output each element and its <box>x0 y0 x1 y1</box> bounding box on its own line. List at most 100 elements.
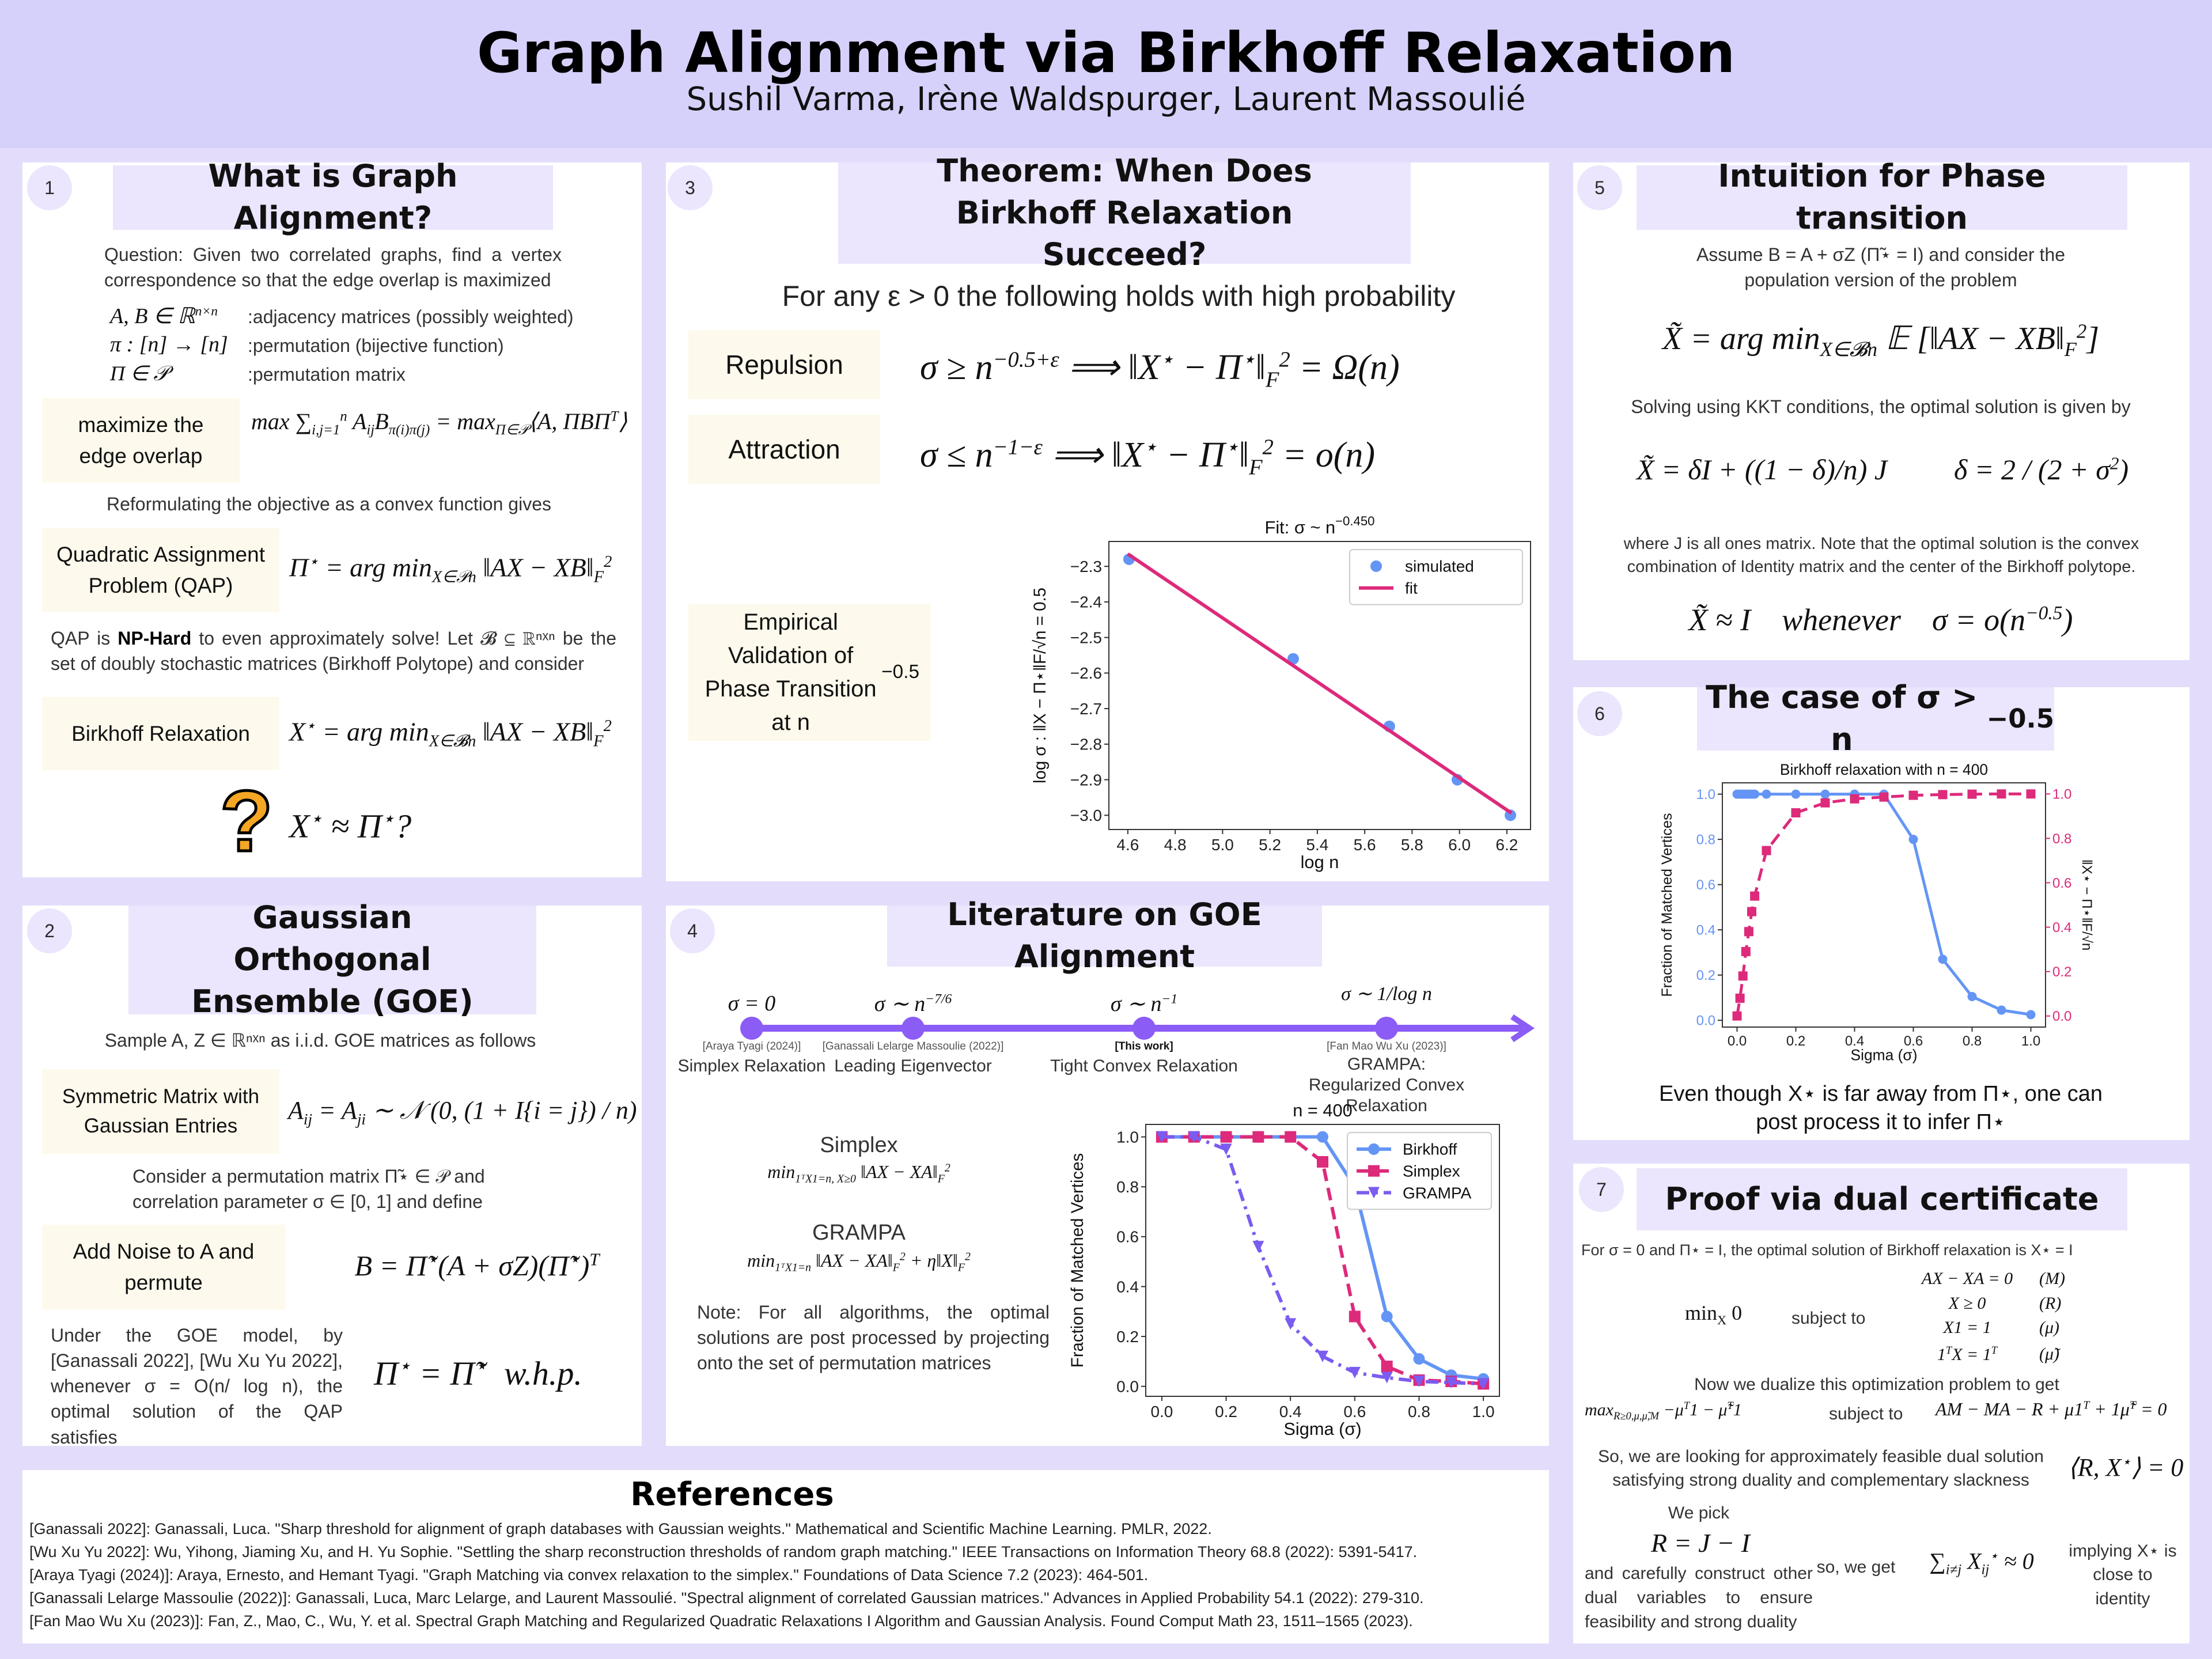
data-point <box>1317 1156 1328 1168</box>
chart-case: 0.0 0.2 0.4 0.6 0.8 1.0 0.0 0.2 0.4 0.6 0.8 1.0 0.0 0… <box>1659 761 2094 1064</box>
data-point <box>1413 1376 1425 1388</box>
constraint-var: (μ) <box>2039 1318 2060 1337</box>
constraint: X ≥ 0 <box>1948 1294 1986 1313</box>
kkt-text: Solving using KKT conditions, the optima… <box>1631 396 2131 417</box>
timeline-math: σ = 0 <box>728 991 776 1016</box>
data-point <box>1220 1131 1232 1143</box>
timeline-label: Tight Convex Relaxation <box>1050 1056 1238 1075</box>
y-axis-label: Fraction of Matched Vertices <box>1659 813 1675 997</box>
label-box-noise: Add Noise to A and permute <box>42 1225 285 1309</box>
timeline-label: Simplex Relaxation <box>677 1056 826 1075</box>
legend: Birkhoff Simplex GRAMPA <box>1347 1132 1492 1210</box>
data-point <box>1381 1310 1393 1323</box>
data-point <box>1741 946 1751 956</box>
y-tick-label: −2.5 <box>1070 628 1102 646</box>
section-title: Theorem: When Does Birkhoff Relaxation S… <box>838 153 1411 272</box>
data-point <box>1747 907 1756 916</box>
grampa-label: GRAMPA <box>812 1221 906 1245</box>
for-any-text: For any ε > 0 the following holds with h… <box>782 280 1456 312</box>
data-point <box>1368 1187 1380 1199</box>
y2-tick-label: 1.0 <box>2052 787 2071 802</box>
formula-birkhoff: X⋆ = arg minX∈𝓑n ‖AX − XB‖F2 <box>289 717 612 751</box>
x-tick-label: 6.2 <box>1495 836 1518 854</box>
series-fit <box>1127 552 1513 815</box>
series-left <box>1732 789 2036 1020</box>
section-number: 3 <box>668 165 713 210</box>
panel-references <box>22 1470 1549 1643</box>
y-tick-label: 0.6 <box>1116 1228 1139 1246</box>
formula-whenever: X̃ ≈ I whenever σ = o(n−0.5) <box>1688 603 2073 637</box>
data-point <box>1156 1131 1168 1143</box>
label-box-attraction: Attraction <box>688 415 880 484</box>
reference-item: [Ganassali 2022]: Ganassali, Luca. "Shar… <box>29 1520 1212 1537</box>
y-tick-label: 0.0 <box>1116 1377 1139 1395</box>
chart-title: n = 400 <box>1293 1100 1353 1120</box>
label-box-birkhoff: Birkhoff Relaxation <box>42 697 279 770</box>
data-point <box>1381 1372 1393 1384</box>
constraint: AX − XA = 0 <box>1921 1269 2013 1288</box>
data-point <box>1820 789 1830 799</box>
legend-box <box>1347 1132 1492 1210</box>
formula-qap: Π⋆ = arg minX∈𝒫n ‖AX − XB‖F2 <box>289 552 612 586</box>
def-math: Π ∈ 𝒫 <box>110 362 169 385</box>
panel-proof <box>1573 1164 2190 1643</box>
data-point <box>1938 955 1948 964</box>
data-point <box>1738 971 1748 981</box>
simplex-label: Simplex <box>820 1133 898 1157</box>
references-list: [Ganassali 2022]: Ganassali, Luca. "Shar… <box>29 1517 1424 1633</box>
y-tick-label: 0.8 <box>1116 1178 1139 1196</box>
formula-repulsion: σ ≥ n−0.5+ε ⟹ ‖X⋆ − Π⋆‖F2 = Ω(n) <box>920 347 1400 392</box>
timeline-ref: [This work] <box>1115 1040 1173 1052</box>
x-tick-label: 5.2 <box>1259 836 1281 854</box>
section-number: 5 <box>1577 165 1622 210</box>
looking-text: So, we are looking for approximately fea… <box>1598 1447 2044 1490</box>
data-point <box>1285 1131 1297 1143</box>
case-caption: Even though X⋆ is far away from Π⋆, one … <box>1659 1082 2103 1135</box>
reference-item: [Fan Mao Wu Xu (2023)]: Fan, Z., Mao, C.… <box>29 1612 1413 1630</box>
dual-equation: AM − MA − R + μ1T + 1μ̃T = 0 <box>1936 1399 2167 1419</box>
data-point <box>1252 1241 1264 1253</box>
data-point <box>1285 1318 1297 1330</box>
x-tick-label: 4.6 <box>1116 836 1139 854</box>
data-point <box>1750 891 1760 901</box>
timeline-ref: [Ganassali Lelarge Massoulie (2022)] <box>822 1040 1004 1052</box>
data-point <box>1791 808 1801 818</box>
x-tick-label: 0.2 <box>1215 1403 1237 1421</box>
series-GRAMPA <box>1156 1131 1490 1390</box>
series-right <box>1732 789 2036 1021</box>
section-title: Gaussian Orthogonal Ensemble (GOE) <box>128 899 536 1020</box>
x-tick-label: 0.4 <box>1845 1033 1864 1049</box>
y-tick-label: −2.9 <box>1070 771 1102 789</box>
y-tick-label: 0.0 <box>1696 1013 1715 1029</box>
legend-label: simulated <box>1405 558 1474 575</box>
data-point <box>1750 789 1760 799</box>
dualize-text: Now we dualize this optimization problem… <box>1694 1375 2059 1394</box>
def-math: π : [n] → [n] <box>110 332 228 357</box>
np-hard-text: QAP is NP-Hard to even approximately sol… <box>51 626 616 676</box>
x-axis-label: Sigma (σ) <box>1283 1419 1361 1439</box>
pick-formula: R = J − I <box>1651 1528 1750 1558</box>
y-tick-label: 0.4 <box>1116 1278 1139 1296</box>
x-axis-label: log n <box>1301 852 1339 872</box>
timeline-ref: [Fan Mao Wu Xu (2023)] <box>1327 1040 1446 1052</box>
legend-label: Birkhoff <box>1403 1141 1457 1158</box>
legend-label: GRAMPA <box>1403 1184 1472 1202</box>
legend: simulated fit <box>1349 549 1523 605</box>
def-desc: :permutation (bijective function) <box>248 335 504 356</box>
section-number: 7 <box>1579 1167 1624 1212</box>
data-point <box>1220 1143 1232 1156</box>
subject-to: subject to <box>1791 1309 1866 1328</box>
data-point <box>1317 1131 1328 1143</box>
reformulate-text: Reformulating the objective as a convex … <box>107 494 551 514</box>
data-point <box>2026 789 2036 799</box>
y-tick-label: 0.4 <box>1696 923 1715 938</box>
data-point <box>1381 1361 1393 1373</box>
data-point <box>1349 1366 1361 1378</box>
sample-text: Sample A, Z ∈ ℝⁿˣⁿ as i.i.d. GOE matrice… <box>104 1030 536 1051</box>
y-axis-label: Fraction of Matched Vertices <box>1068 1153 1087 1368</box>
formula-population: X̃ = arg minX∈𝓑n 𝔼 [‖AX − XB‖F2] <box>1662 320 2100 361</box>
constraint-var: (M) <box>2039 1269 2065 1288</box>
np-bold: NP-Hard <box>118 628 192 649</box>
constraint: 1TX = 1T <box>1937 1344 1998 1364</box>
timeline-label: GRAMPA: Regularized Convex Relaxation <box>1308 1055 1465 1115</box>
